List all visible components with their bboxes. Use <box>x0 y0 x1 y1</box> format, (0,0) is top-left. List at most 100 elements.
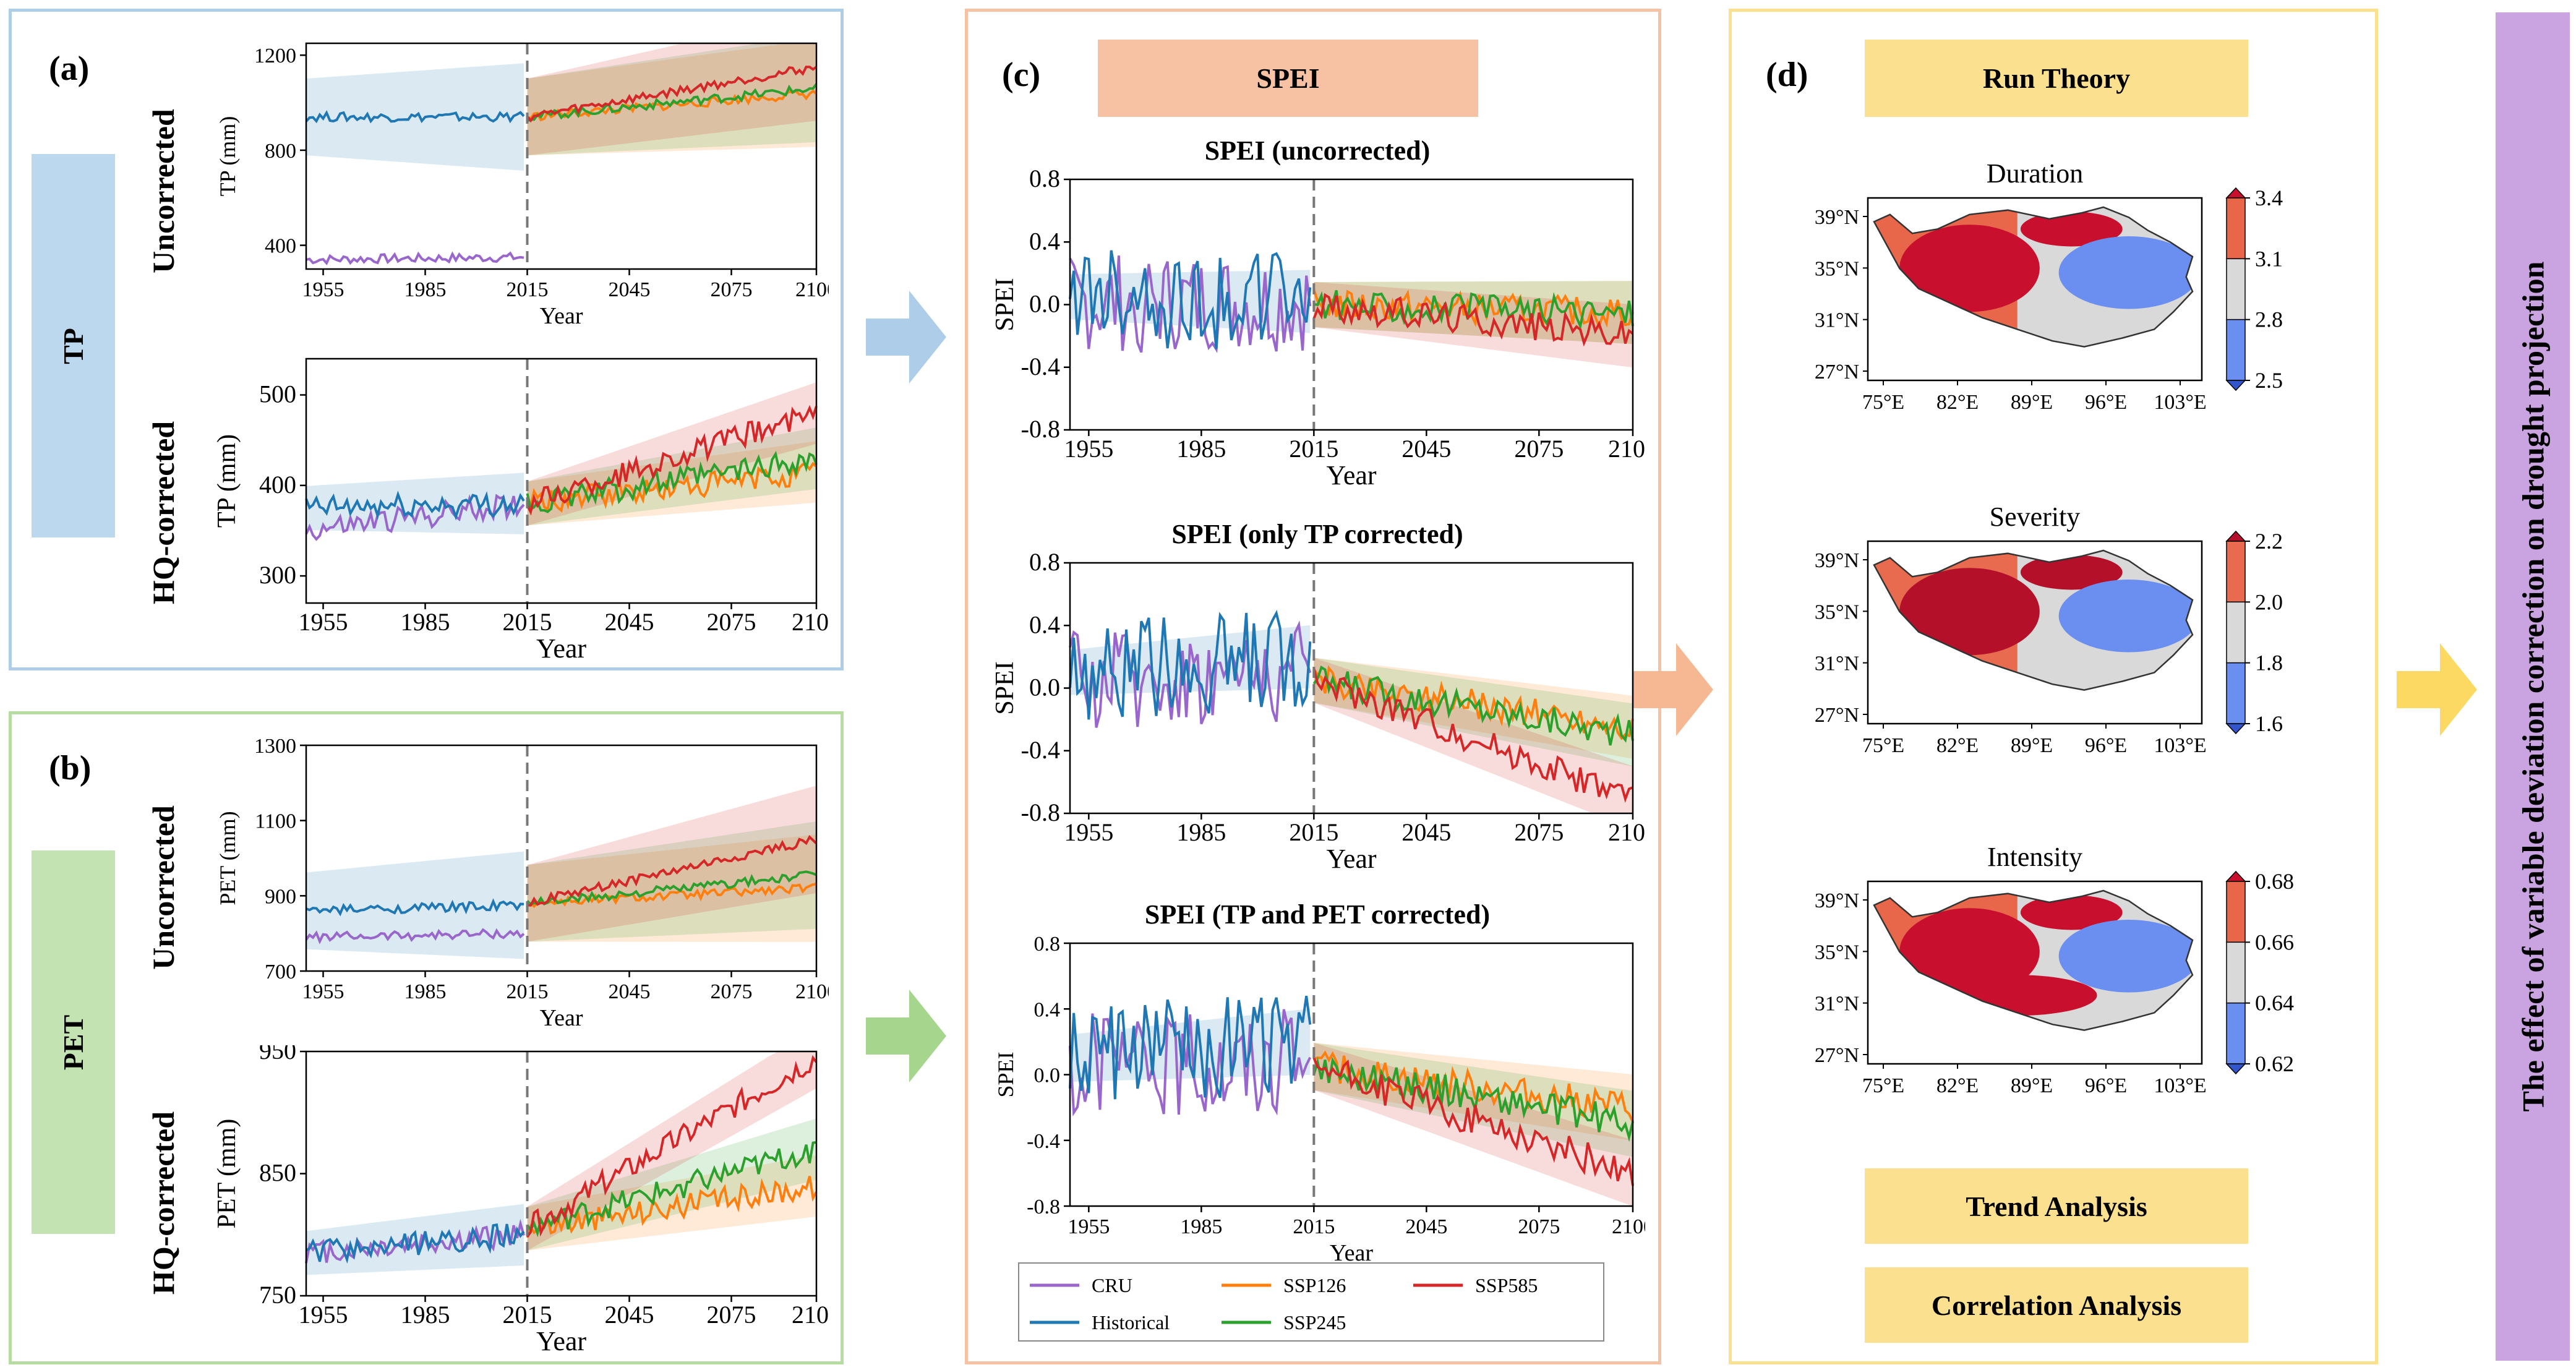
map-title: Intensity <box>1987 842 2082 872</box>
map-title: Severity <box>1990 502 2081 532</box>
x-tick-label: 2100 <box>792 608 829 636</box>
x-tick-label: 1955 <box>302 980 344 1003</box>
series-line-ssp245 <box>1312 1056 1634 1142</box>
series-line-cru <box>305 1218 525 1264</box>
x-tick-label: 2100 <box>1612 1215 1645 1238</box>
y-tick-label: 500 <box>259 380 296 408</box>
lat-label: 39°N <box>1815 549 1859 572</box>
map-title: Duration <box>1987 158 2083 189</box>
y-tick-label: 0.8 <box>1029 165 1060 192</box>
y-tick-label: 800 <box>265 140 296 163</box>
x-tick-label: 2100 <box>795 980 829 1003</box>
chart-title: SPEI (TP and PET corrected) <box>1145 899 1490 930</box>
y-tick-label: 0.0 <box>1029 290 1060 318</box>
x-tick-label: 2045 <box>605 1301 654 1329</box>
series-line-historical <box>306 1223 525 1264</box>
chart-pet-corrected: 1955 1985 2015 2045 2075 2100 Year 750 850 950 PET… <box>213 1045 829 1355</box>
panel-d-letter: (d) <box>1766 56 1808 94</box>
x-tick-label: 2045 <box>1405 1215 1447 1238</box>
y-tick-label: 850 <box>259 1159 296 1187</box>
x-tick-label: 2075 <box>711 980 753 1003</box>
series-line-ssp245 <box>1312 665 1634 746</box>
x-tick-label: 2100 <box>1608 818 1645 846</box>
chart-spei-uncorrected: SPEI (uncorrected) 1955 1985 2015 2045 2075 21… <box>991 135 1645 489</box>
series-line-ssp245 <box>526 870 817 906</box>
chart-tp-uncorrected: 1955 1985 2015 2045 2075 2100 Year 400 800 1200 TP… <box>215 42 829 328</box>
panel-c-letter: (c) <box>1002 56 1041 94</box>
trend-analysis-button: Trend Analysis <box>1865 1168 2248 1244</box>
x-axis-label: Year <box>539 303 583 328</box>
tp-side-label: TP <box>32 154 115 537</box>
chart-spei-tp-corrected: SPEI (only TP corrected) 1955 1985 2015 2045… <box>991 519 1645 872</box>
lat-label: 27°N <box>1815 361 1859 383</box>
series-line-historical <box>306 898 524 917</box>
region-outline <box>1873 206 2194 348</box>
arrow-tp-to-spei <box>866 291 946 383</box>
y-tick-label: 0.4 <box>1034 998 1061 1021</box>
lon-label: 75°E <box>1862 391 1904 414</box>
x-tick-label: 1985 <box>401 608 450 636</box>
y-tick-label: 0.0 <box>1029 674 1060 701</box>
band-ssp126 <box>527 43 816 156</box>
lat-label: 39°N <box>1815 889 1859 912</box>
colorbar-segment-low <box>2226 662 2246 724</box>
lon-label: 75°E <box>1862 734 1904 757</box>
colorbar-label: 2.8 <box>2255 307 2283 332</box>
map-severity: Severity 39°N 35°N 31°N 27°N75°E 82°E 89°E 96°E… <box>1815 502 2283 757</box>
x-axis-label: Year <box>536 633 586 662</box>
series-line-ssp585 <box>526 405 818 516</box>
lon-label: 103°E <box>2154 1074 2206 1097</box>
plot-frame <box>305 42 818 270</box>
x-tick-label: 2045 <box>1401 818 1451 846</box>
y-tick-label: 1200 <box>254 45 296 67</box>
y-axis-label: SPEI <box>991 278 1019 331</box>
band-ssp245 <box>527 43 816 156</box>
series-line-ssp245 <box>526 83 818 122</box>
series-line-ssp585 <box>1312 667 1633 803</box>
x-tick-label: 2075 <box>1514 435 1564 463</box>
x-tick-label: 1985 <box>404 278 447 301</box>
colorbar-segment-high <box>2226 881 2246 943</box>
series-line-historical <box>1069 250 1312 349</box>
colorbar-segment-mid <box>2226 258 2246 320</box>
arrow-pet-to-spei <box>866 990 946 1082</box>
x-tick-label: 1955 <box>1068 1215 1110 1238</box>
row-label-corrected-b: HQ-corrected <box>146 1111 181 1295</box>
series-line-historical <box>305 110 525 124</box>
x-tick-label: 1955 <box>1064 818 1113 846</box>
lon-label: 89°E <box>2011 1074 2053 1097</box>
lon-label: 75°E <box>1862 1074 1904 1097</box>
x-tick-label: 1955 <box>299 1301 348 1329</box>
series-line-ssp585 <box>526 66 818 123</box>
band-historical <box>1070 270 1311 333</box>
series-line-cru <box>1069 620 1312 728</box>
y-tick-label: 0.4 <box>1029 610 1060 638</box>
x-tick-label: 1985 <box>1180 1215 1222 1238</box>
x-tick-label: 1985 <box>1176 435 1226 463</box>
lat-label: 35°N <box>1815 601 1859 623</box>
series-line-ssp245 <box>526 1141 817 1238</box>
colorbar-segment-mid <box>2226 601 2246 664</box>
lon-label: 82°E <box>1936 391 1979 414</box>
x-tick-label: 2015 <box>507 278 549 301</box>
colorbar-label: 3.1 <box>2255 246 2283 271</box>
x-tick-label: 1955 <box>302 278 344 301</box>
lat-label: 27°N <box>1815 1044 1859 1067</box>
y-tick-label: 1100 <box>255 810 296 833</box>
colorbar-label: 0.66 <box>2255 930 2294 954</box>
band-ssp245 <box>1314 1042 1633 1157</box>
y-tick-label: 0.8 <box>1029 548 1060 576</box>
panel-b-letter: (b) <box>49 749 92 787</box>
colorbar-segment-low <box>2226 1002 2246 1064</box>
correlation-analysis-button: Correlation Analysis <box>1865 1267 2248 1343</box>
y-tick-label: 0.4 <box>1029 227 1060 255</box>
series-line-ssp126 <box>526 883 817 909</box>
y-tick-label: 400 <box>265 235 296 258</box>
colorbar-extend-top <box>2225 187 2246 199</box>
x-tick-label: 2100 <box>1608 435 1645 463</box>
lat-label: 35°N <box>1815 941 1859 964</box>
x-axis-label: Year <box>539 1005 583 1030</box>
y-axis-label: PET (mm) <box>215 811 240 905</box>
x-tick-label: 2075 <box>1518 1215 1560 1238</box>
x-tick-label: 2015 <box>507 980 549 1003</box>
